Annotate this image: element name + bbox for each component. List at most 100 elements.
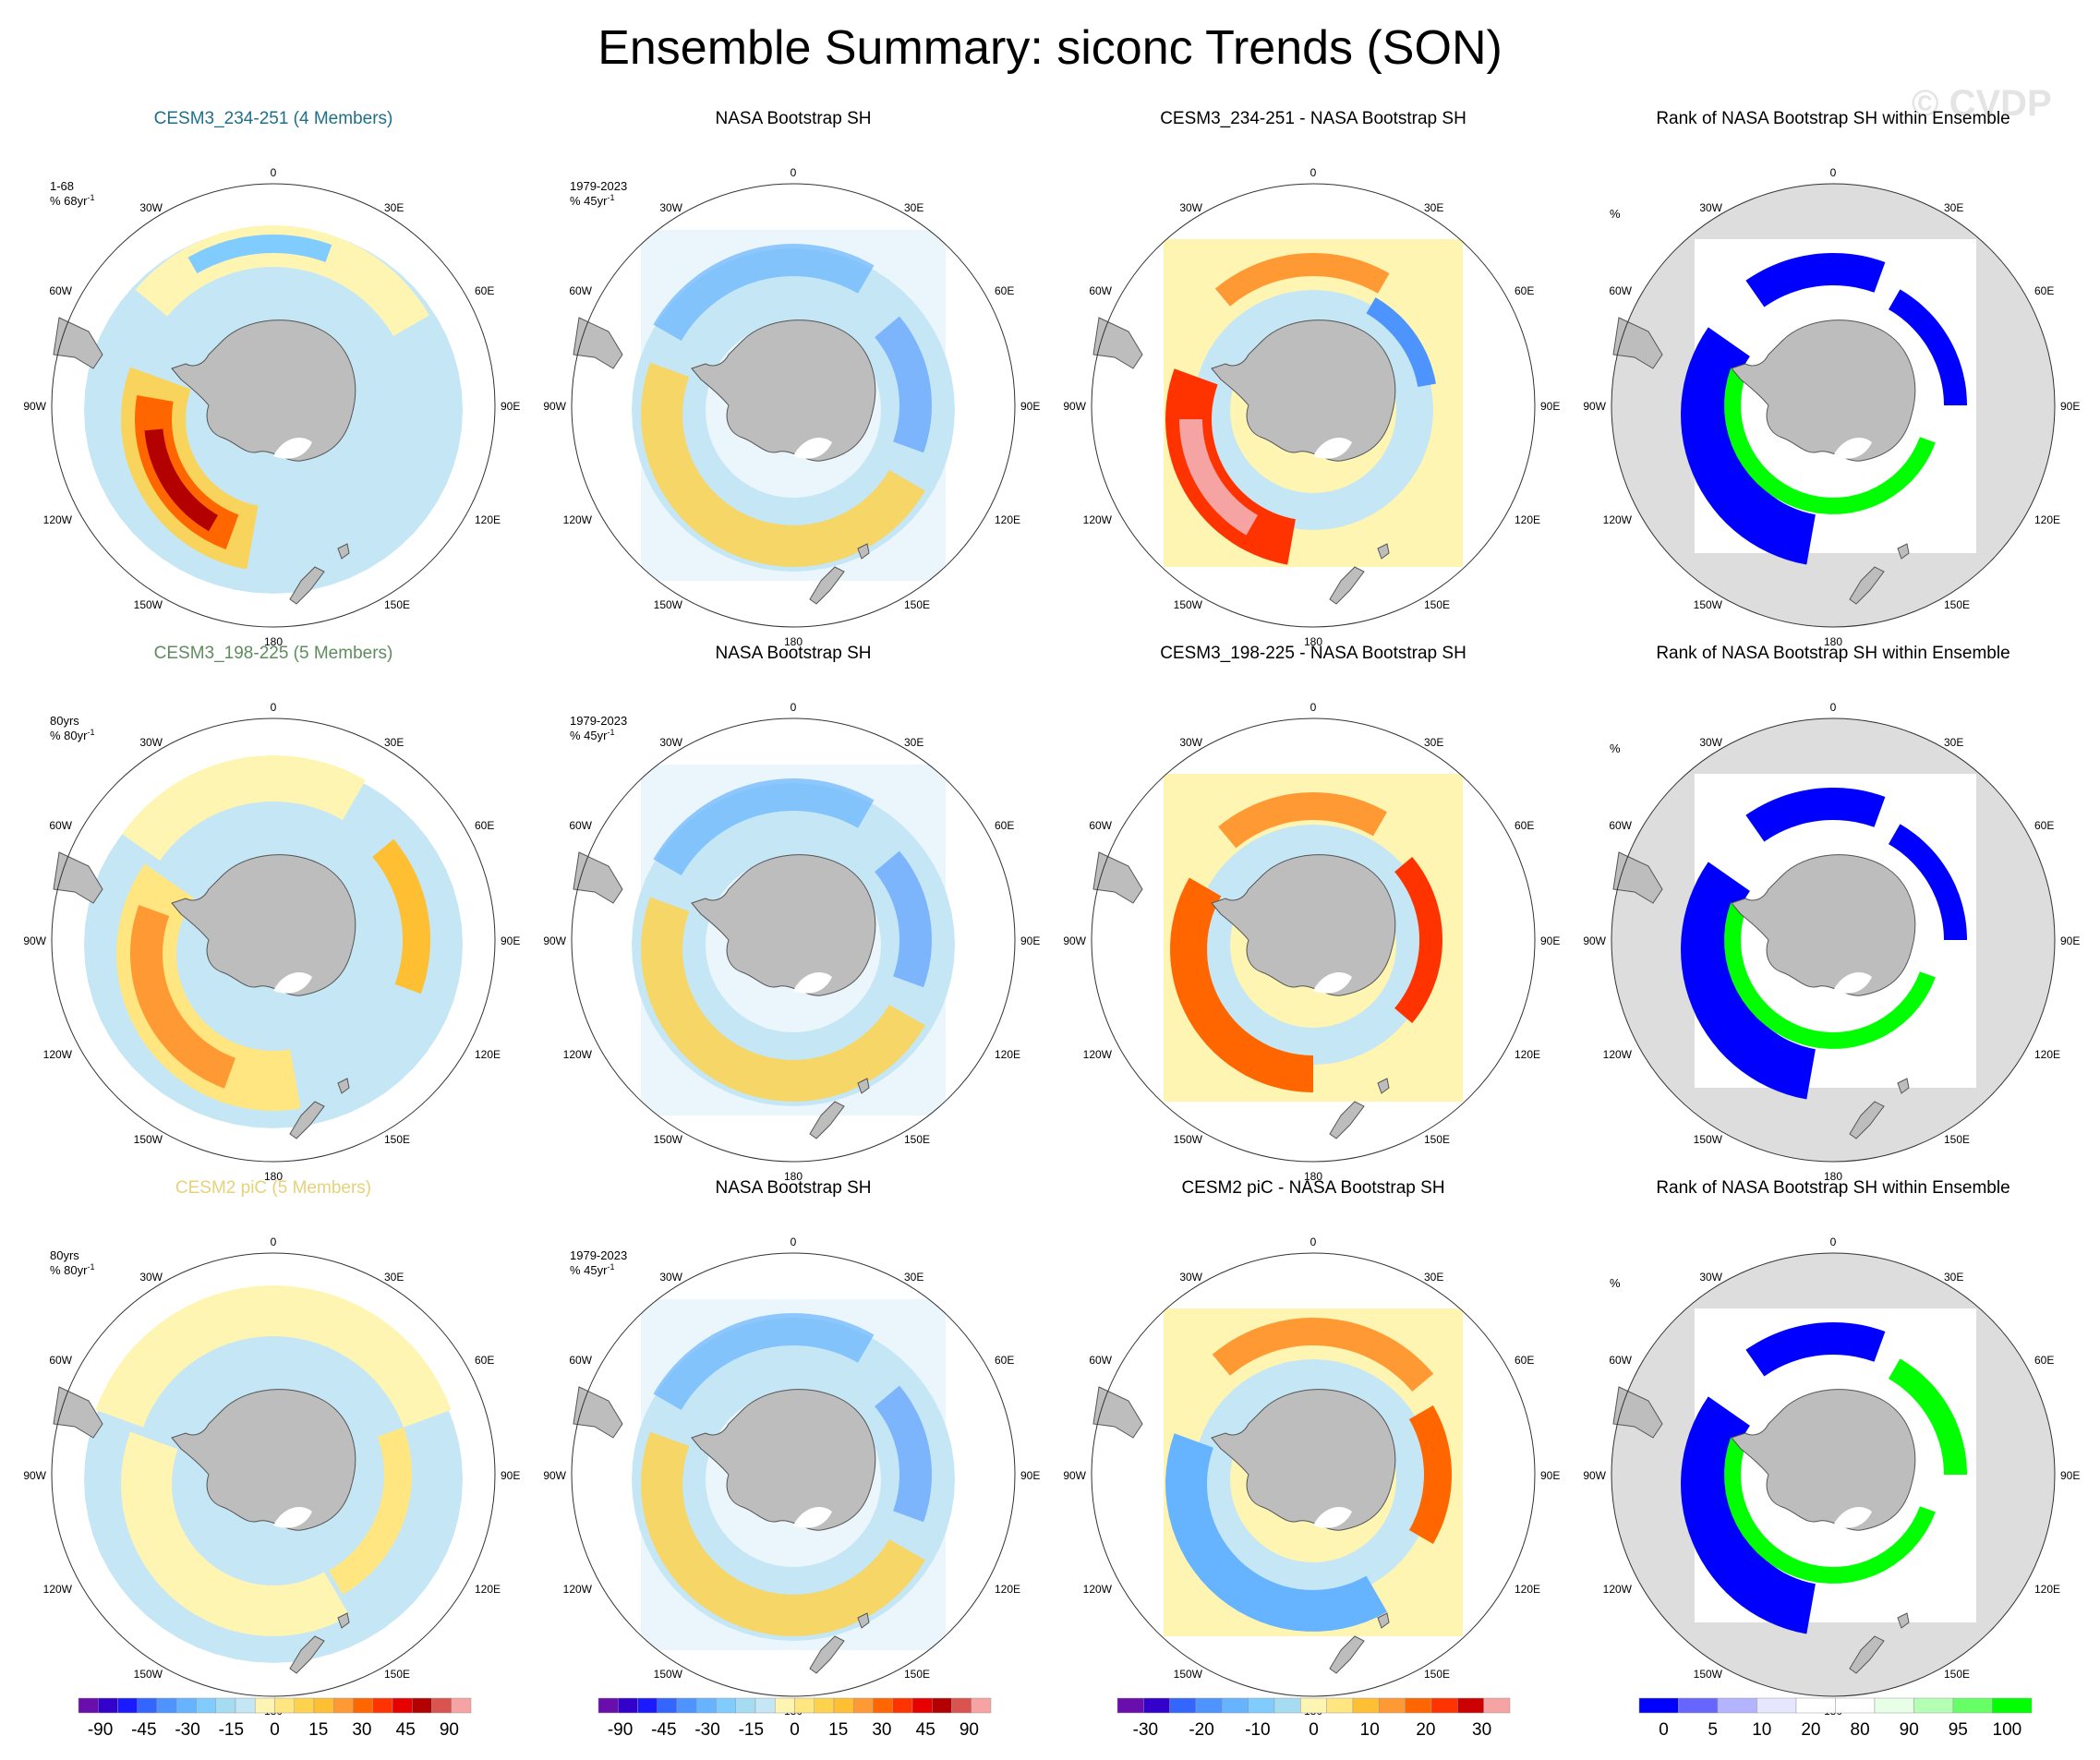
colorbar-tick-label: 0 [1659,1720,1669,1740]
longitude-label: 90E [1020,400,1040,413]
longitude-label: 30E [1424,1271,1443,1284]
colorbar-swatch [911,1697,933,1714]
longitude-label: 90E [1540,934,1560,947]
longitude-label: 30E [1424,736,1443,749]
longitude-label: 30W [1699,1271,1722,1284]
longitude-label: 60E [1515,1354,1534,1367]
weak-positive-trend-band [95,1285,452,1428]
colorbar-swatch [853,1697,874,1714]
colorbar-tick-label: 95 [1949,1720,1968,1740]
longitude-label: 120W [563,1583,593,1596]
longitude-label: 150W [654,1668,683,1681]
colorbar-swatch [754,1697,776,1714]
longitude-label: 60E [1515,284,1534,297]
longitude-label: 180 [784,635,803,648]
longitude-label: 30W [659,201,682,214]
longitude-label: 150W [654,598,683,611]
rank-polar-map: 0 180 90W 90E 30W 30E 60W 60E 120W 120E 150W 150E% [1583,701,2080,1183]
difference-positive-band [1165,368,1296,565]
colorbar-tick-label: 80 [1851,1720,1870,1740]
longitude-label: 120W [563,513,593,526]
colorbar-swatch [951,1697,972,1714]
ross-ice-shelf [273,1507,312,1528]
map-boundary-circle [51,717,496,1163]
longitude-label: 60E [475,284,494,297]
longitude-label: 120E [2034,1583,2060,1596]
colorbar-swatch [932,1697,952,1714]
colorbar-tick-label: -45 [131,1720,156,1740]
rank-low-region [1681,327,1816,565]
longitude-label: 0 [271,166,277,179]
longitude-label: 150W [1174,1668,1203,1681]
map-boundary-circle [1611,1252,2056,1697]
colorbar-swatch [137,1697,158,1714]
model-panel-title: CESM3_234-251 (4 Members) [153,109,393,128]
diff-panel-title: CESM3_234-251 - NASA Bootstrap SH [1160,109,1466,128]
longitude-label: 0 [791,166,797,179]
obs-east-negative-band [875,1385,932,1523]
colorbar-swatch [1483,1697,1511,1714]
colorbar-tick-label: 20 [1416,1720,1435,1740]
colorbar-swatch [1352,1697,1380,1714]
units-label: % [1610,1276,1621,1290]
cvdp-watermark: © CVDP [1912,83,2052,124]
colorbar-rank: 0 5 10 20 80 90 95 100 [1638,1697,2033,1740]
difference-negative-band [1366,297,1436,387]
longitude-label: 60W [569,284,592,297]
longitude-label: 90W [1063,1469,1086,1482]
colorbar-swatch [215,1697,236,1714]
longitude-label: 30W [659,736,682,749]
colorbar-swatch [1952,1697,1993,1714]
rank-east-region [1889,1358,1967,1475]
ross-ice-shelf [793,1507,832,1528]
longitude-label: 120W [1603,1048,1633,1061]
longitude-label: 150E [1424,598,1450,611]
difference-north-band [1214,253,1390,307]
longitude-label: 120W [1603,1583,1633,1596]
colorbar-swatch [696,1697,717,1714]
colorbar-tick-label: -15 [219,1720,244,1740]
longitude-label: 150E [1944,1133,1970,1146]
colorbar-tick-label: 45 [916,1720,935,1740]
colorbar-swatch [431,1697,452,1714]
colorbar-swatch [1835,1697,1876,1714]
south-america-landmass [53,851,103,904]
rank-low-region [1681,1396,1816,1634]
longitude-label: 90W [1063,934,1086,947]
difference-positive-band [1212,1318,1434,1392]
antarctica-landmass [171,854,356,996]
colorbar-swatch [1874,1697,1914,1714]
colorbar-swatch [412,1697,432,1714]
longitude-label: 0 [791,1236,797,1248]
colorbar-swatch [1457,1697,1484,1714]
antarctica-landmass [691,854,876,996]
ross-ice-shelf [1313,1507,1352,1528]
longitude-label: 120W [1083,513,1113,526]
longitude-label: 90E [1020,1469,1040,1482]
rank-panel-title: Rank of NASA Bootstrap SH within Ensembl… [1656,1178,2010,1198]
longitude-label: 0 [1310,166,1317,179]
longitude-label: 90E [1540,400,1560,413]
model-polar-map: 0 180 90W 90E 30W 30E 60W 60E 120W 120E 150W 150E 1-… [23,166,520,648]
colorbar-tick-label: -30 [694,1720,719,1740]
longitude-label: 120E [1515,1583,1540,1596]
longitude-label: 120E [995,513,1020,526]
colorbar-swatch [98,1697,118,1714]
colorbar-swatch [1116,1697,1144,1714]
longitude-label: 30W [1179,736,1202,749]
ross-ice-shelf [793,972,832,994]
new-zealand-landmass [289,1078,350,1139]
longitude-label: 60W [49,284,72,297]
new-zealand-landmass [1849,1612,1910,1674]
longitude-label: 180 [784,1170,803,1183]
colorbar-diff: -30 -20 -10 0 10 20 30 [1116,1697,1511,1740]
obs-polar-map: 018090W90E30W30E60W60E120W120E150W150E19… [543,1236,1040,1718]
antarctica-landmass [1211,319,1396,462]
longitude-label: 30W [139,1271,163,1284]
colorbar-swatch [637,1697,658,1714]
longitude-label: 30W [139,201,163,214]
obs-positive-trend-band [641,362,925,567]
units-label: % 45yr-1 [570,728,614,742]
